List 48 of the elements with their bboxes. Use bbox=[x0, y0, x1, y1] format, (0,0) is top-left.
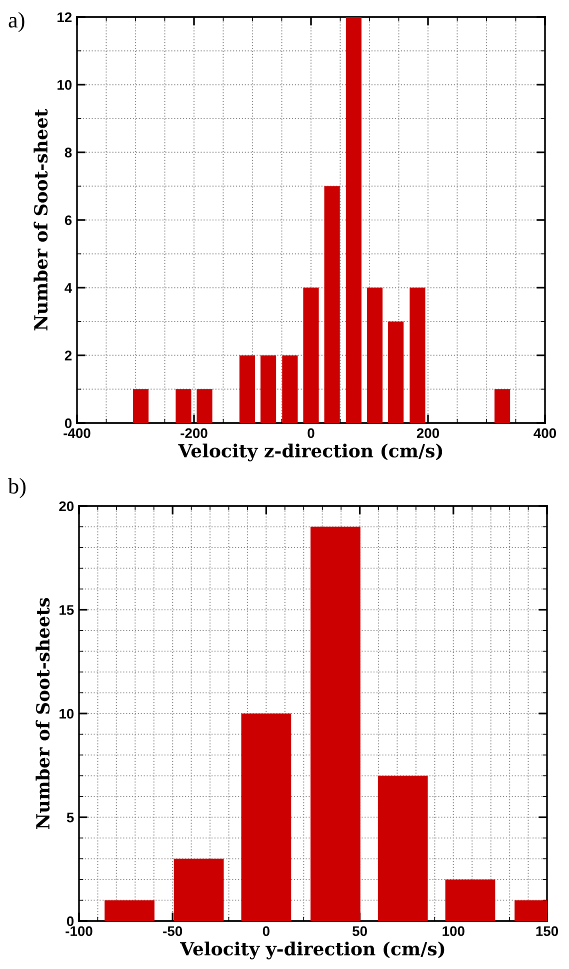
bar bbox=[260, 355, 276, 423]
y-tick-label: 4 bbox=[64, 283, 72, 293]
x-tick-label: 0 bbox=[262, 926, 270, 936]
bar bbox=[494, 389, 510, 423]
x-tick-label: -100 bbox=[66, 926, 92, 936]
y-tick-label: 0 bbox=[66, 916, 74, 926]
y-tick-label: 10 bbox=[60, 708, 74, 719]
bar bbox=[196, 389, 212, 423]
y-tick-label: 12 bbox=[58, 12, 72, 22]
x-axis-title: Velocity y-direction (cm/s) bbox=[180, 942, 444, 960]
bar bbox=[378, 776, 428, 921]
x-tick-label: 0 bbox=[308, 428, 314, 438]
bar bbox=[324, 186, 340, 423]
y-axis-title: Number of Soot-sheets bbox=[36, 598, 50, 829]
x-axis-title: Velocity z-direction (cm/s) bbox=[178, 444, 442, 462]
bar bbox=[104, 900, 154, 921]
y-tick-label: 0 bbox=[64, 418, 72, 428]
x-tick-label: 400 bbox=[534, 428, 556, 438]
bar bbox=[445, 880, 496, 921]
bar bbox=[176, 389, 192, 423]
x-tick-label: 150 bbox=[536, 926, 558, 936]
bar bbox=[410, 288, 426, 423]
chart-title: b) bbox=[8, 478, 26, 498]
y-tick-label: 20 bbox=[59, 501, 74, 512]
bar bbox=[366, 288, 383, 423]
chart-title: a) bbox=[8, 12, 24, 32]
bar bbox=[174, 858, 224, 921]
x-tick-label: 200 bbox=[416, 428, 440, 438]
y-tick-label: 10 bbox=[58, 80, 72, 90]
bar bbox=[346, 17, 362, 423]
bar bbox=[239, 355, 256, 423]
bar bbox=[388, 322, 404, 423]
x-tick-label: -200 bbox=[180, 428, 208, 438]
bar bbox=[310, 526, 360, 921]
y-tick-label: 5 bbox=[66, 812, 74, 822]
y-tick-label: 8 bbox=[64, 148, 72, 158]
y-axis-title: Number of Soot-sheet bbox=[34, 108, 48, 330]
x-tick-label: 100 bbox=[442, 926, 464, 936]
x-tick-label: -50 bbox=[163, 926, 182, 936]
y-tick-label: 2 bbox=[64, 350, 72, 360]
y-tick-label: 15 bbox=[60, 605, 74, 615]
bar bbox=[132, 389, 149, 423]
y-tick-label: 6 bbox=[64, 215, 72, 226]
bar bbox=[282, 355, 298, 423]
bar bbox=[303, 288, 319, 423]
x-tick-label: 50 bbox=[352, 926, 367, 936]
bar bbox=[241, 714, 292, 921]
x-tick-label: -400 bbox=[64, 428, 90, 438]
